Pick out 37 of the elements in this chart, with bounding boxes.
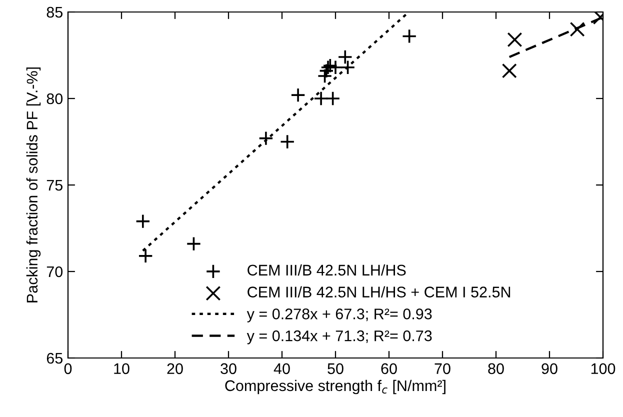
point	[338, 49, 353, 64]
x-tick-label: 60	[381, 363, 397, 374]
y-tick-label: 80	[46, 93, 63, 104]
point	[186, 236, 202, 252]
point	[280, 134, 295, 150]
x-tick-label: 30	[220, 363, 236, 374]
point	[135, 214, 150, 229]
x-tick-label: 90	[542, 363, 558, 374]
point	[314, 91, 329, 106]
legend-label: CEM III/B 42.5N LH/HS + CEM I 52.5N	[248, 286, 510, 298]
point	[325, 91, 340, 106]
y-tick-label: 70	[46, 266, 63, 278]
x-tick-label: 80	[488, 363, 504, 374]
x-tick-label: 20	[167, 363, 183, 374]
y-tick-label: 85	[46, 6, 62, 18]
point	[507, 32, 522, 48]
y-tick-label: 65	[46, 352, 62, 364]
legend-label: CEM III/B 42.5N LH/HS	[248, 264, 406, 276]
legend-label: y = 0.134x + 71.3; R²= 0.73	[246, 330, 432, 344]
y-axis-title: Packing fraction of solids PF [V.-%]	[26, 67, 41, 302]
point	[317, 68, 332, 84]
x-tick-label: 70	[434, 363, 450, 374]
legend-label: y = 0.278x + 67.3; R²= 0.93	[246, 308, 432, 322]
point	[502, 63, 517, 78]
x-tick-label: 100	[591, 363, 616, 374]
point	[138, 248, 154, 264]
x-tick-label: 50	[328, 363, 344, 374]
point	[258, 130, 274, 146]
y-tick-label: 75	[46, 180, 62, 191]
x-tick-label: 0	[64, 363, 72, 374]
point	[570, 22, 585, 37]
x-axis-title: Compressive strength f$_{c}$ [N/mm²]	[225, 380, 446, 394]
point	[402, 28, 417, 44]
x-tick-label: 40	[274, 363, 290, 374]
x-tick-label: 10	[114, 363, 130, 374]
point	[290, 88, 306, 103]
point	[340, 60, 356, 75]
